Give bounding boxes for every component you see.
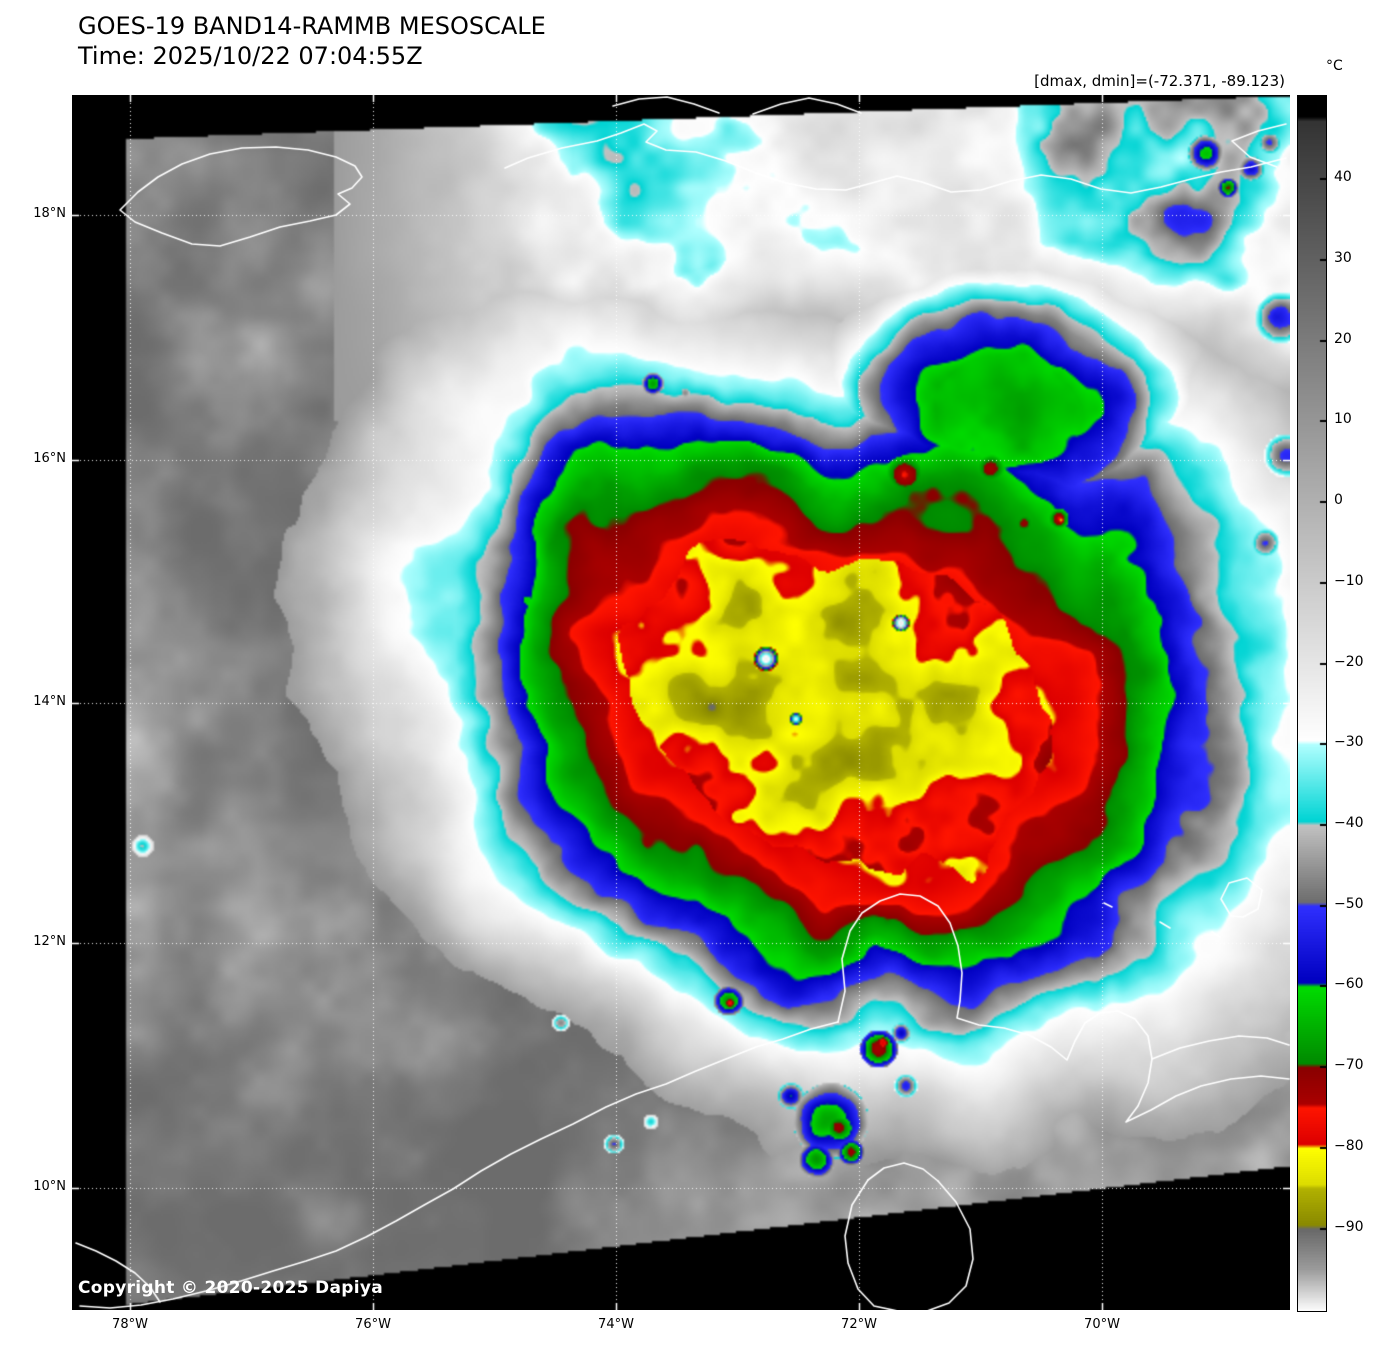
lat-tick-label: 14°N: [33, 694, 66, 709]
product-timestamp: Time: 2025/10/22 07:04:55Z: [78, 42, 423, 70]
lat-tick-label: 16°N: [33, 451, 66, 466]
colorbar-tick-label: −60: [1334, 976, 1364, 993]
colorbar-tick-label: 10: [1334, 411, 1352, 428]
colorbar-canvas: [1297, 95, 1327, 1312]
colorbar-tick-label: −90: [1334, 1218, 1364, 1235]
colorbar-tick-label: −50: [1334, 895, 1364, 912]
lat-tick-label: 12°N: [33, 934, 66, 949]
colorbar-tick-label: 20: [1334, 330, 1352, 347]
lat-tick-label: 18°N: [33, 206, 66, 221]
lat-tick-label: 10°N: [33, 1179, 66, 1194]
lon-tick-label: 74°W: [598, 1317, 634, 1332]
colorbar-tick-label: 0: [1334, 492, 1343, 509]
dmax-dmin-readout: [dmax, dmin]=(-72.371, -89.123): [1034, 72, 1285, 90]
copyright-watermark: Copyright © 2020-2025 Dapiya: [78, 1278, 383, 1298]
satellite-map-canvas: [72, 95, 1290, 1310]
colorbar-tick-label: 30: [1334, 249, 1352, 266]
lon-tick-label: 70°W: [1084, 1317, 1120, 1332]
colorbar-tick-label: −10: [1334, 572, 1364, 589]
lon-tick-label: 78°W: [112, 1317, 148, 1332]
colorbar-tick-label: −70: [1334, 1057, 1364, 1074]
colorbar-unit-label: °C: [1326, 58, 1343, 74]
lon-tick-label: 72°W: [841, 1317, 877, 1332]
lon-tick-label: 76°W: [355, 1317, 391, 1332]
product-title: GOES-19 BAND14-RAMMB MESOSCALE: [78, 12, 546, 40]
colorbar-tick-label: −80: [1334, 1137, 1364, 1154]
colorbar-tick-label: −40: [1334, 815, 1364, 831]
colorbar-tick-label: −20: [1334, 653, 1364, 670]
colorbar-tick-label: 40: [1334, 169, 1352, 186]
colorbar-tick-label: −30: [1334, 734, 1364, 751]
